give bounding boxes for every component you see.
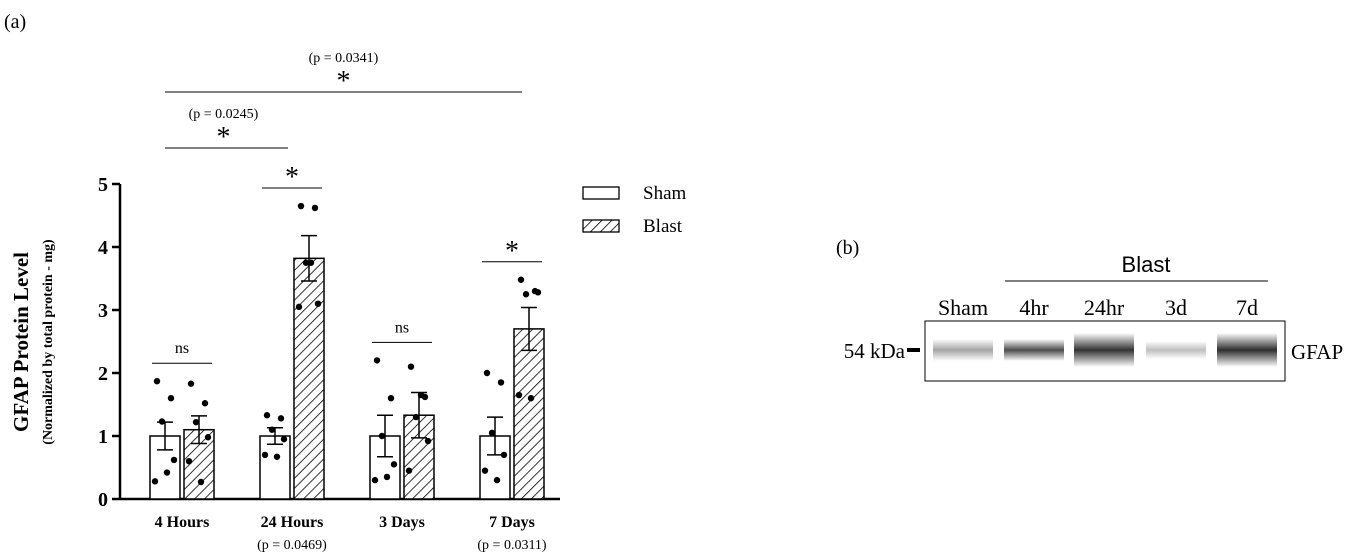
- data-point: [154, 378, 160, 384]
- y-tick-label: 2: [98, 363, 108, 385]
- data-point: [298, 203, 304, 209]
- data-point: [528, 395, 534, 401]
- marker-label: 54 kDa: [844, 339, 906, 363]
- data-point: [535, 289, 541, 295]
- figure: (a) GFAP Protein Level (Normalized by to…: [0, 0, 1364, 552]
- legend-label: Blast: [643, 216, 683, 237]
- data-point: [205, 434, 211, 440]
- band: [933, 339, 993, 361]
- bar: [514, 329, 544, 499]
- data-point: [264, 412, 270, 418]
- comparison-label: *: [217, 122, 231, 153]
- y-axis-title: GFAP Protein Level: [9, 252, 33, 432]
- data-point: [379, 433, 385, 439]
- lane-label: Sham: [938, 295, 988, 320]
- legend-swatch: [583, 187, 619, 199]
- data-point: [296, 304, 302, 310]
- protein-label: GFAP: [1291, 340, 1343, 364]
- band: [1217, 333, 1277, 367]
- data-point: [193, 419, 199, 425]
- bar: [294, 258, 324, 499]
- pair-label: ns: [175, 340, 189, 357]
- y-tick-label: 0: [98, 489, 108, 511]
- data-point: [489, 430, 495, 436]
- data-point: [262, 452, 268, 458]
- data-point: [269, 427, 275, 433]
- legend-label: Sham: [643, 183, 687, 204]
- data-point: [312, 205, 318, 211]
- comparison-p: (p = 0.0341): [309, 51, 379, 66]
- group-label: Blast: [1122, 252, 1171, 277]
- bar: [260, 436, 290, 499]
- data-point: [188, 381, 194, 387]
- y-tick-label: 5: [98, 174, 108, 196]
- comparison-p: (p = 0.0245): [189, 107, 259, 122]
- x-tick-label: 7 Days: [489, 514, 535, 531]
- pair-label: *: [505, 236, 519, 267]
- western-blot: (b) Blast 54 kDa GFAP Sham 4hr 24hr 3d 7d: [836, 237, 1343, 381]
- data-point: [494, 477, 500, 483]
- data-point: [391, 461, 397, 467]
- data-point: [482, 467, 488, 473]
- data-point: [388, 395, 394, 401]
- data-point: [384, 474, 390, 480]
- data-point: [374, 357, 380, 363]
- band: [1004, 339, 1064, 361]
- data-point: [418, 392, 424, 398]
- data-point: [308, 260, 314, 266]
- data-point: [164, 469, 170, 475]
- lane-label: 4hr: [1019, 295, 1049, 320]
- x-tick-label: 24 Hours: [261, 514, 324, 531]
- data-point: [152, 478, 158, 484]
- y-tick-label: 1: [98, 426, 108, 448]
- band: [1074, 333, 1134, 367]
- data-point: [518, 277, 524, 283]
- pair-label: ns: [395, 319, 409, 336]
- data-point: [278, 415, 284, 421]
- comparison-label: *: [337, 66, 351, 97]
- data-point: [484, 370, 490, 376]
- data-point: [274, 454, 280, 460]
- x-tick-label: 4 Hours: [155, 514, 210, 531]
- panel-label: (a): [4, 11, 26, 33]
- data-point: [501, 452, 507, 458]
- pair-label: *: [285, 162, 299, 193]
- data-point: [281, 436, 287, 442]
- data-point: [516, 392, 522, 398]
- lane-label: 3d: [1165, 295, 1187, 320]
- data-point: [413, 414, 419, 420]
- y-axis-subtitle: (Normalized by total protein - mg): [41, 239, 56, 445]
- data-point: [372, 477, 378, 483]
- y-tick-label: 4: [98, 237, 108, 259]
- marker-tick: [907, 348, 920, 352]
- data-point: [168, 395, 174, 401]
- data-point: [171, 457, 177, 463]
- data-point: [406, 467, 412, 473]
- data-point: [498, 379, 504, 385]
- data-point: [159, 418, 165, 424]
- lane-label: 24hr: [1084, 295, 1125, 320]
- x-tick-label: 3 Days: [379, 514, 425, 531]
- data-point: [198, 479, 204, 485]
- data-point: [202, 400, 208, 406]
- data-point: [408, 364, 414, 370]
- y-tick-label: 3: [98, 300, 108, 322]
- data-point: [425, 438, 431, 444]
- data-point: [315, 301, 321, 307]
- legend-swatch: [583, 220, 619, 232]
- data-point: [186, 458, 192, 464]
- band: [1146, 341, 1206, 359]
- category-note: (p = 0.0311): [477, 538, 547, 552]
- category-note: (p = 0.0469): [257, 538, 327, 552]
- panel-label: (b): [836, 237, 859, 259]
- lane-label: 7d: [1236, 295, 1258, 320]
- data-point: [523, 291, 529, 297]
